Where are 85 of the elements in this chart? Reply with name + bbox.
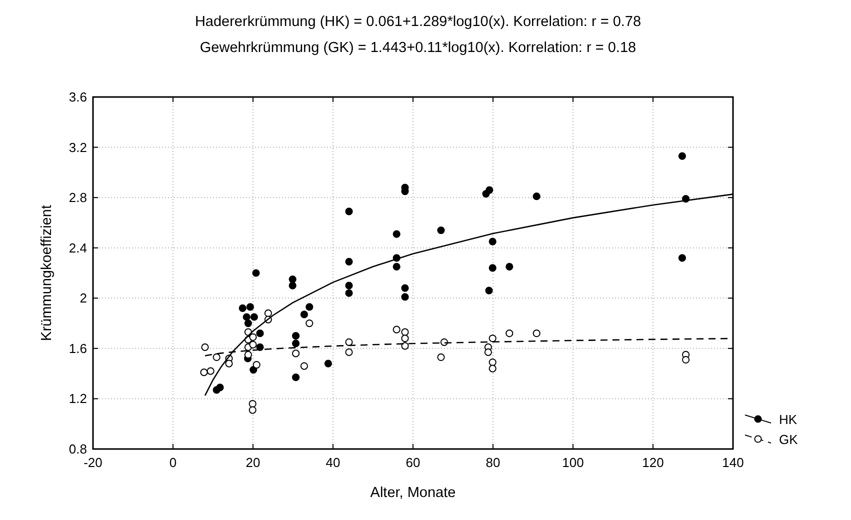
point [488,238,496,246]
point [437,353,445,362]
point [488,264,496,272]
point [401,328,409,336]
point [244,319,252,328]
point [292,350,300,358]
point [288,282,296,290]
y-tick-label: 1.6 [68,340,87,356]
point [345,348,353,356]
point [506,330,514,338]
point [682,356,690,364]
x-tick-label: 20 [246,455,260,470]
point [225,360,233,368]
point [300,310,308,318]
y-axis-title: Krümmungkoeffizient [39,205,55,341]
x-axis-title: Alter, Monate [370,485,456,501]
x-tick-label: 80 [486,455,500,470]
point [345,282,353,290]
point [532,330,540,338]
x-tick-label: 140 [722,455,744,470]
x-tick-label: 120 [642,455,664,470]
point [238,304,246,312]
point [250,313,258,321]
point [345,289,353,297]
legend-label: HK [779,412,798,427]
x-tick-label: 100 [562,455,584,470]
point [200,368,208,376]
point [288,275,296,284]
point [532,192,540,200]
y-tick-label: 2.8 [68,190,87,206]
chart-title: Hadererkrümmung (HK) = 0.061+1.289*log10(x). Korrelation: r = 0.78 [194,14,642,30]
point [252,360,260,369]
point [345,258,353,266]
legend-label: GK [779,432,798,447]
point [401,284,409,292]
point [392,326,400,334]
point [488,364,496,372]
y-tick-label: 0.8 [68,442,87,456]
point [306,319,314,328]
point [324,360,332,368]
point [264,309,272,318]
y-tick-label: 2.4 [68,240,87,256]
x-tick-label: 40 [326,455,340,470]
point [201,343,209,351]
point [401,334,409,342]
point [486,186,494,194]
point [485,286,493,294]
chart-subtitle: Gewehrkrümmung (GK) = 1.443+0.11*log10(x). Korrelation: r = 0.18 [200,40,636,56]
point [488,334,496,342]
point [345,338,353,346]
point [306,303,314,311]
point [246,303,254,311]
point [216,384,224,392]
point [292,374,300,382]
x-tick-label: 0 [169,455,177,470]
point [212,353,220,362]
point [252,269,260,277]
point [256,343,264,351]
point [206,367,214,375]
point [292,340,300,348]
point [249,333,257,341]
x-tick-label: -20 [84,455,102,470]
point [678,152,686,160]
point [292,332,300,340]
point [678,254,686,262]
point [300,362,308,370]
point [256,330,264,338]
y-tick-label: 1.2 [68,391,87,406]
point [401,293,409,301]
point [392,230,400,238]
point [484,348,492,356]
point [345,208,353,216]
point [401,342,409,350]
point [437,226,445,234]
y-tick-label: 3.6 [68,90,87,104]
point [506,262,514,271]
y-tick-label: 3.2 [68,140,87,155]
point [488,358,496,366]
point [392,262,400,271]
point [242,313,250,321]
y-tick-label: 2 [80,290,87,306]
point [248,400,256,408]
point [249,340,257,348]
x-tick-label: 60 [406,455,420,470]
point [248,406,256,414]
